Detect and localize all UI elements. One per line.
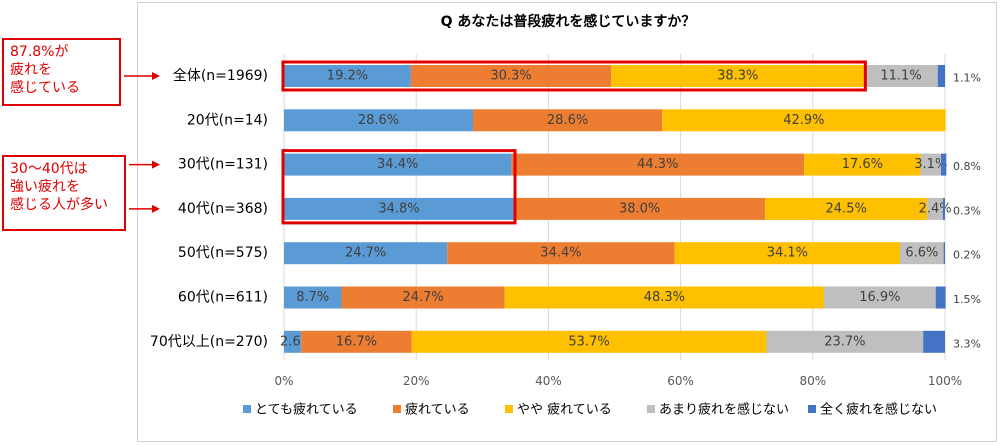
category-label: 30代(n=131) [178,157,268,173]
bar-segment [864,65,938,87]
bar-segment [943,242,945,265]
data-label: 16.9% [859,290,900,305]
data-label: 1.5% [953,293,981,306]
data-label: 53.7% [568,334,609,349]
x-tick-label: 20% [403,374,430,388]
bar-segment [900,242,944,265]
data-label: 11.1% [880,69,921,84]
highlight-box [281,60,867,92]
legend-label: 全く疲れを感じない [820,402,937,418]
data-label: 34.4% [377,157,418,172]
bar-segment [511,153,805,176]
data-label: 30.3% [490,69,531,84]
legend-swatch [505,405,513,413]
legend-label: 疲れている [405,402,470,418]
legend-swatch [808,405,816,413]
x-tick-label: 100% [928,374,962,388]
callout-overall: 87.8%が 疲れを 感じている [2,38,121,106]
bar-segment [804,153,921,176]
bar-segment [473,109,663,132]
chart-title: Q あなたは普段疲れを感じていますか？ [441,13,696,30]
data-label: 34.1% [767,246,808,261]
data-label: 23.7% [824,334,865,349]
category-label: 50代(n=575) [178,245,268,261]
bar-segment [284,153,512,176]
bar-segment [341,286,505,309]
callout-arrowhead [152,204,160,213]
bar-segment [447,242,675,265]
bar-segment [662,109,946,132]
bar-segment [411,330,767,353]
bar-segment [284,330,302,353]
bar-segment [284,242,448,265]
category-label: 40代(n=368) [178,201,268,217]
data-label: 3.3% [953,337,981,350]
data-label: 17.6% [842,157,883,172]
x-tick-label: 0% [274,374,293,388]
data-label: 34.4% [540,246,581,261]
bar-segment [766,330,924,353]
callout-age-30-40: 30～40代は 強い疲れを 感じる人が多い [2,155,126,231]
bar-segment [284,197,515,220]
bar-segment [284,65,411,87]
bar-segment [674,242,901,265]
highlight-box [281,149,517,225]
callout-arrowhead [152,72,160,80]
bar-segment [514,197,766,220]
legend-swatch [647,405,655,413]
callout-arrowhead [152,160,160,169]
bar-segment [920,153,942,176]
category-label: 70代以上(n=270) [150,334,268,350]
data-label: 48.3% [644,290,685,305]
x-tick-label: 80% [799,374,826,388]
bar-segment [284,286,342,309]
x-tick-label: 60% [667,374,694,388]
bar-segment [923,330,945,353]
legend-label: あまり疲れを感じない [659,402,789,418]
data-label: 0.3% [953,204,981,217]
data-label: 1.1% [953,72,981,85]
legend-swatch [243,405,251,413]
bar-segment [611,65,865,87]
data-label: 19.2% [327,69,368,84]
bar-segment [943,197,945,220]
bar-segment [937,65,945,87]
bar-segment [301,330,412,353]
bar-segment [410,65,612,87]
data-label: 24.7% [402,290,443,305]
category-label: 60代(n=611) [178,290,268,306]
data-label: 28.6% [547,113,588,128]
data-label: 28.6% [358,113,399,128]
category-label: 20代(n=14) [187,112,268,128]
data-label: 38.0% [619,201,660,216]
bar-segment [941,153,947,176]
legend-label: やや 疲れている [517,402,612,418]
legend-swatch [393,405,401,413]
data-label: 16.7% [336,334,377,349]
data-label: 8.7% [296,290,329,305]
data-label: 44.3% [637,157,678,172]
data-label: 24.7% [345,246,386,261]
bar-segment [927,197,944,220]
data-label: 42.9% [783,113,824,128]
bar-segment [935,286,946,309]
x-tick-label: 40% [535,374,562,388]
data-label: 6.6% [905,246,938,261]
data-label: 0.8% [953,160,981,173]
data-label: 3.1% [914,157,947,172]
data-label: 24.5% [826,201,867,216]
category-label: 全体(n=1969) [173,67,268,84]
legend-label: とても疲れている [255,402,358,418]
bar-segment [284,109,474,132]
bar-segment [504,286,825,309]
data-label: 0.2% [953,249,981,262]
data-label: 34.8% [378,201,419,216]
data-label: 38.3% [717,69,758,84]
data-label: 2.4% [919,201,952,216]
bar-segment [765,197,928,220]
bar-segment [824,286,936,309]
